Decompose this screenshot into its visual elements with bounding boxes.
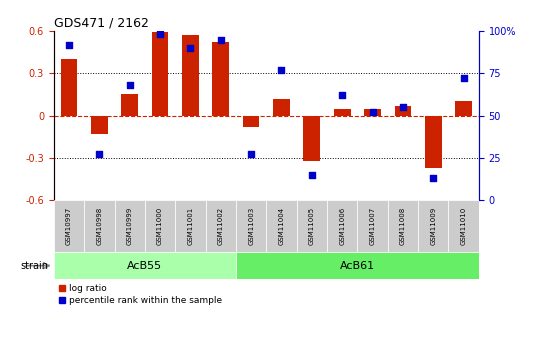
Bar [182,35,199,116]
Point [338,92,346,98]
Bar [213,42,229,116]
Text: AcB61: AcB61 [340,261,375,270]
Text: GSM11001: GSM11001 [187,207,194,245]
Point [186,45,195,51]
Bar [273,99,290,116]
Bar [175,200,206,252]
Point [125,82,134,88]
Point [216,37,225,42]
Text: GSM11009: GSM11009 [430,207,436,245]
Text: AcB55: AcB55 [128,261,162,270]
Bar [115,200,145,252]
Bar [394,106,411,116]
Point [368,109,377,115]
Point [65,42,73,47]
Bar [357,200,388,252]
Text: GSM11000: GSM11000 [157,207,163,245]
Text: GSM11007: GSM11007 [370,207,376,245]
Bar [266,200,296,252]
Bar [418,200,449,252]
Bar [303,116,320,161]
Point [459,76,468,81]
Text: GSM11006: GSM11006 [339,207,345,245]
Bar [54,200,84,252]
Legend: log ratio, percentile rank within the sample: log ratio, percentile rank within the sa… [58,284,222,305]
Point [399,104,407,110]
Bar [388,200,418,252]
Text: GSM11002: GSM11002 [218,207,224,245]
Text: GSM11008: GSM11008 [400,207,406,245]
Point [429,175,437,181]
Bar [449,200,479,252]
Bar [206,200,236,252]
Text: GSM11010: GSM11010 [461,207,466,245]
Bar [327,200,357,252]
Bar [61,59,77,116]
Bar [84,200,115,252]
Text: GDS471 / 2162: GDS471 / 2162 [54,17,148,30]
Bar [236,200,266,252]
Text: strain: strain [20,261,48,270]
Text: GSM11003: GSM11003 [248,207,254,245]
Bar [455,101,472,116]
Bar [296,200,327,252]
Bar [145,200,175,252]
Bar [152,32,168,116]
Point [308,172,316,177]
Bar [54,252,236,279]
Text: GSM11005: GSM11005 [309,207,315,245]
Point [95,152,104,157]
Bar [122,95,138,116]
Text: GSM11004: GSM11004 [279,207,285,245]
Text: GSM10999: GSM10999 [126,207,133,245]
Point [247,152,256,157]
Bar [91,116,108,134]
Bar [236,252,479,279]
Bar [243,116,259,127]
Bar [425,116,442,168]
Text: GSM10998: GSM10998 [96,207,102,245]
Text: GSM10997: GSM10997 [66,207,72,245]
Bar [364,109,381,116]
Point [277,67,286,73]
Bar [334,109,351,116]
Point [155,32,164,37]
